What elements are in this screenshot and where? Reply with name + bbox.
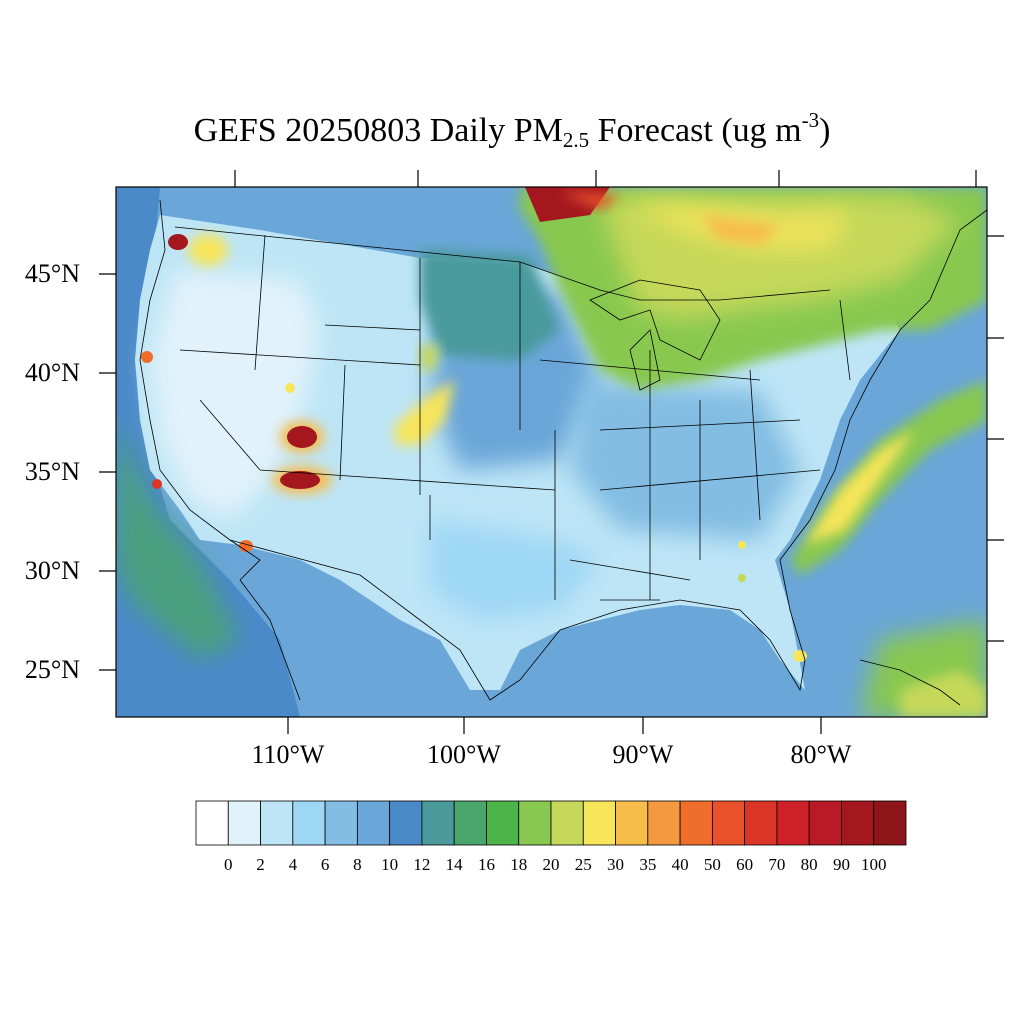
- colorbar-label: 20: [542, 855, 560, 874]
- lon-label-100w: 100°W: [427, 740, 501, 769]
- bottom-ticks: [287, 717, 822, 734]
- colorbar-label: 2: [256, 855, 265, 874]
- colorbar-label: 10: [381, 855, 399, 874]
- canada-border: [174, 226, 831, 301]
- west-clean-air: [150, 270, 320, 520]
- colorbar-label: 16: [477, 855, 495, 874]
- colorbar-label: 90: [832, 855, 850, 874]
- arizona-north-fire-core: [280, 471, 320, 489]
- lon-label-110w: 110°W: [251, 740, 325, 769]
- colorbar-box: [841, 800, 875, 846]
- utah-fire-core: [287, 426, 317, 448]
- great-lakes: [589, 279, 721, 391]
- colorbar-box: [195, 800, 229, 846]
- colorbar-box: [453, 800, 487, 846]
- pacific-green-plume: [116, 420, 240, 660]
- california-fire-north: [141, 351, 153, 363]
- south-east-coastline: [229, 209, 987, 701]
- colorbar-box: [776, 800, 810, 846]
- colorbar-box: [711, 800, 746, 846]
- colorbar-label: 14: [445, 855, 463, 874]
- colorbar-box: [615, 800, 649, 846]
- colorbar-label: 0: [224, 855, 233, 874]
- northern-plains: [420, 250, 560, 360]
- colorbar-box: [744, 800, 778, 846]
- georgia-fire: [738, 541, 746, 549]
- lon-label-90w: 90°W: [612, 740, 674, 769]
- colorbar-label: 30: [607, 855, 625, 874]
- colorbar-box: [421, 800, 455, 846]
- washington-fire-core: [168, 234, 188, 250]
- lat-label-30: 30°N: [24, 556, 80, 585]
- colorbar-box: [582, 800, 616, 846]
- colorbar-label: 4: [288, 855, 298, 874]
- plains-smoke: [395, 380, 455, 445]
- colorbar-label: 80: [800, 855, 818, 874]
- colorbar-label: 50: [703, 855, 721, 874]
- colorbar-label: 25: [574, 855, 592, 874]
- atlantic-plume-core: [805, 430, 915, 545]
- colorbar-label: 8: [353, 855, 362, 874]
- colorbar-box: [550, 800, 584, 846]
- map-title: GEFS 20250803 Daily PM2.5 Forecast (ug m…: [193, 108, 831, 152]
- state-lines: [179, 234, 851, 601]
- colorbar: [195, 800, 907, 846]
- colorbar-label: 60: [736, 855, 754, 874]
- lon-label-80w: 80°W: [790, 740, 852, 769]
- boundaries: [139, 199, 987, 717]
- colorbar-box: [389, 800, 423, 846]
- colorbar-box: [486, 800, 520, 846]
- colorbar-box: [292, 800, 326, 846]
- east-region: [570, 380, 800, 540]
- colorbar-label: 12: [413, 855, 431, 874]
- colorbar-label: 6: [320, 855, 330, 874]
- map-frame: [115, 186, 988, 718]
- left-ticks: [99, 273, 116, 671]
- colorbar-box: [808, 800, 842, 846]
- canada-fire-edge: [560, 192, 620, 210]
- right-ticks: [987, 235, 1004, 642]
- colorbar-box: [679, 800, 713, 846]
- colorbar-box: [324, 800, 358, 846]
- lat-label-40: 40°N: [24, 358, 80, 387]
- colorbar-box: [873, 800, 907, 846]
- colorbar-box: [518, 800, 552, 846]
- colorbar-box: [260, 800, 294, 846]
- florida-fire: [793, 650, 807, 662]
- caribbean-islands: [859, 659, 961, 706]
- west-coastline: [139, 199, 330, 717]
- colorbar-box: [356, 800, 391, 846]
- california-fire-south: [152, 479, 162, 489]
- caribbean-plume-core: [900, 670, 987, 717]
- colorbar-label: 100: [860, 855, 887, 874]
- texas-region: [430, 520, 600, 620]
- canada-plume-orange: [700, 215, 780, 245]
- colorbar-label: 18: [510, 855, 528, 874]
- colorbar-label: 40: [671, 855, 689, 874]
- dakota-smoke: [420, 345, 440, 370]
- colorbar-box: [647, 800, 681, 846]
- lat-label-25: 25°N: [24, 655, 80, 684]
- colorbar-box: [227, 800, 261, 846]
- washington-fire: [188, 234, 228, 266]
- top-ticks: [234, 170, 977, 187]
- idaho-fire: [285, 383, 295, 393]
- georgia-fire-2: [738, 574, 746, 582]
- map-field: [116, 187, 987, 717]
- colorbar-label: 35: [639, 855, 657, 874]
- lat-label-45: 45°N: [24, 259, 80, 288]
- lat-label-35: 35°N: [24, 457, 80, 486]
- colorbar-label: 70: [768, 855, 786, 874]
